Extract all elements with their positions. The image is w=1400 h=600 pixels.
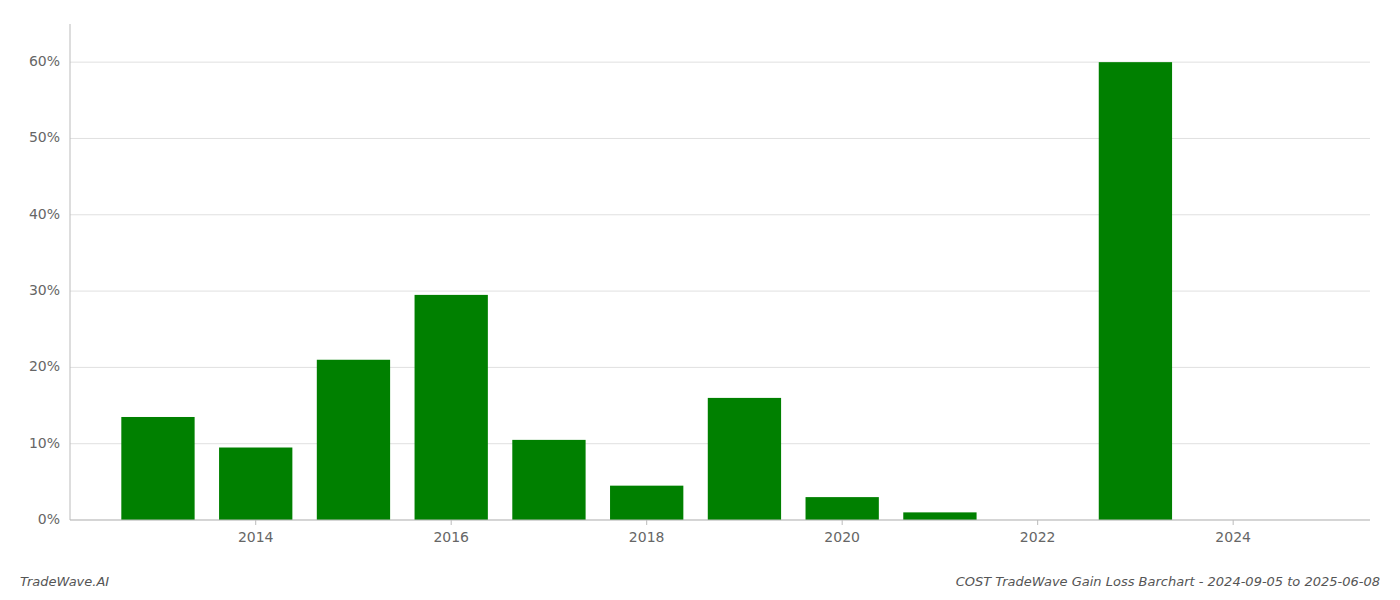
y-tick-label: 60% [29,53,60,69]
bar [708,398,781,520]
chart: 0% 10% 20% 30% 40% 50% 60% 2014 2016 2018 2020 2022… [0,0,1400,600]
y-tick-label: 40% [29,206,60,222]
x-tick-label: 2016 [433,529,469,545]
x-tick [451,520,452,525]
y-tick-label: 50% [29,129,60,145]
y-axis-line [70,24,71,520]
bar [903,512,976,520]
grid-line [70,138,1370,139]
bar [317,360,390,520]
x-tick-label: 2024 [1215,529,1251,545]
background [0,0,1400,600]
grid-line [70,367,1370,368]
x-tick-label: 2022 [1020,529,1056,545]
bar [121,417,194,520]
y-tick-label: 0% [38,511,60,527]
x-tick-label: 2014 [238,529,274,545]
x-tick-label: 2018 [629,529,665,545]
x-tick [842,520,843,525]
grid-line [70,291,1370,292]
x-tick [255,520,256,525]
bar [415,295,488,520]
x-tick [1233,520,1234,525]
x-axis-line [70,520,1370,521]
x-tick-label: 2020 [824,529,860,545]
footer-right: COST TradeWave Gain Loss Barchart - 2024… [956,574,1380,589]
y-tick-label: 30% [29,282,60,298]
grid-line [70,214,1370,215]
bar [219,448,292,520]
bar [1099,62,1172,520]
footer-left: TradeWave.AI [20,574,109,589]
bars [121,62,1172,520]
x-tick [1037,520,1038,525]
bar [512,440,585,520]
y-grid [70,62,1370,520]
y-tick-label: 10% [29,435,60,451]
x-tick [646,520,647,525]
grid-line [70,520,1370,521]
bar [806,497,879,520]
y-tick-label: 20% [29,358,60,374]
grid-line [70,62,1370,63]
bar [610,486,683,520]
